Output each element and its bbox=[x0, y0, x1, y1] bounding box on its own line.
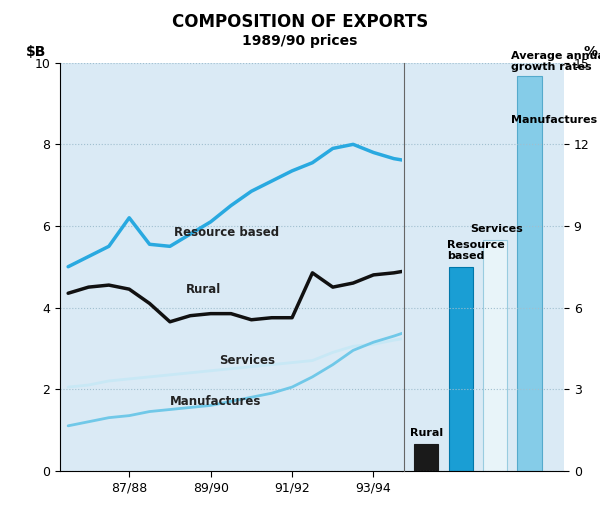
Text: %: % bbox=[583, 44, 598, 59]
Bar bbox=[483, 240, 507, 471]
Text: 1989/90 prices: 1989/90 prices bbox=[242, 34, 358, 48]
Bar bbox=[449, 267, 473, 471]
Text: COMPOSITION OF EXPORTS: COMPOSITION OF EXPORTS bbox=[172, 13, 428, 31]
Bar bbox=[414, 444, 438, 471]
Text: Manufactures: Manufactures bbox=[170, 395, 262, 407]
Text: Services: Services bbox=[219, 354, 275, 367]
Text: Resource
based: Resource based bbox=[448, 240, 505, 262]
Text: Manufactures: Manufactures bbox=[511, 115, 596, 126]
Text: Rural: Rural bbox=[410, 428, 443, 438]
Bar bbox=[517, 76, 542, 471]
Text: $B: $B bbox=[26, 44, 46, 59]
Text: Services: Services bbox=[470, 224, 523, 234]
Text: Average annual
growth rates: Average annual growth rates bbox=[511, 51, 600, 72]
Text: Resource based: Resource based bbox=[174, 226, 279, 239]
Text: Rural: Rural bbox=[186, 283, 221, 296]
